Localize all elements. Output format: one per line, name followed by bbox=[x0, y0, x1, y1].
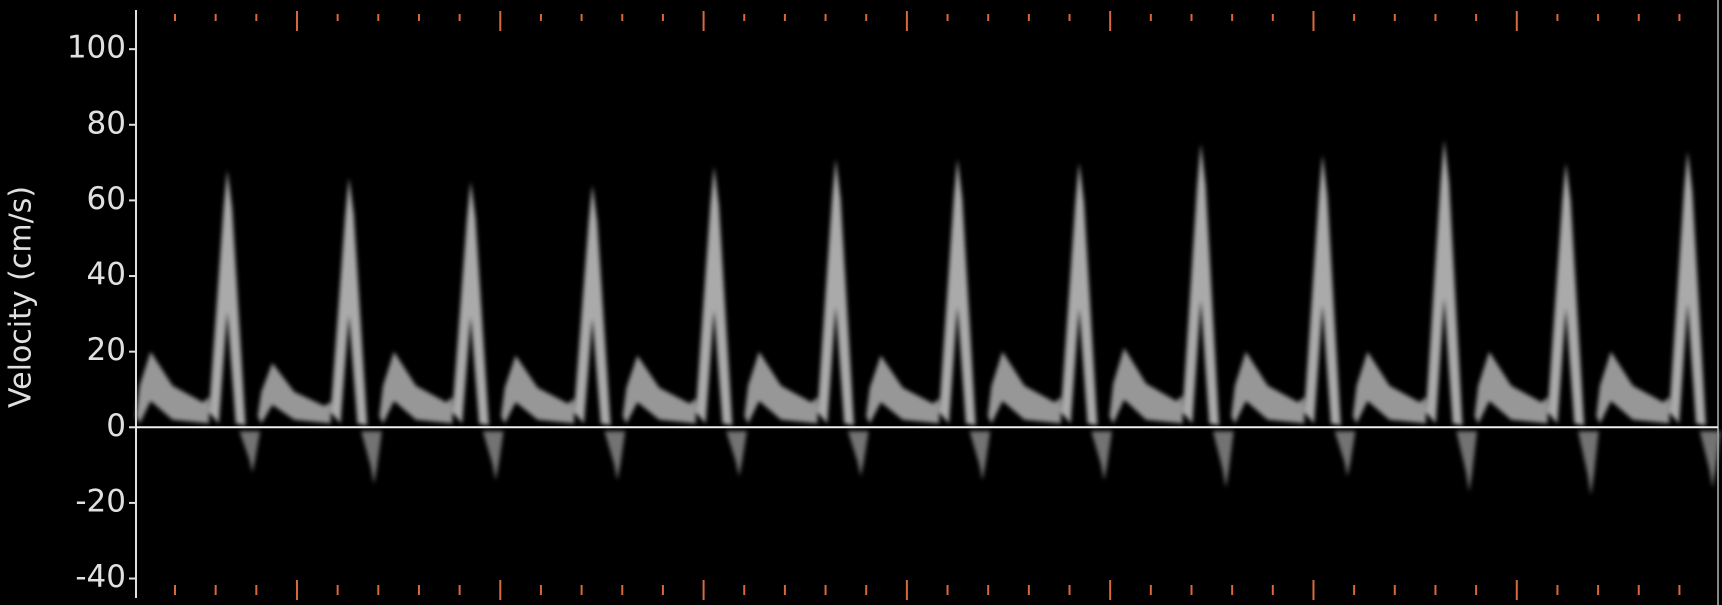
reverse-flow bbox=[1699, 431, 1721, 488]
systolic-peak bbox=[209, 170, 246, 426]
diastolic-flow bbox=[1474, 351, 1548, 424]
y-tick-label: 80 bbox=[87, 105, 126, 141]
reverse-flow bbox=[726, 431, 747, 477]
reverse-flow bbox=[1456, 431, 1478, 492]
reverse-flow bbox=[239, 431, 261, 473]
reverse-flow bbox=[1578, 431, 1599, 496]
systolic-peak bbox=[1669, 151, 1706, 426]
diastolic-flow bbox=[744, 351, 818, 424]
reverse-flow bbox=[1212, 431, 1234, 488]
systolic-peak bbox=[452, 181, 489, 426]
diastolic-flow bbox=[1352, 351, 1426, 424]
systolic-peak bbox=[330, 177, 368, 426]
y-tick-label: 20 bbox=[87, 332, 126, 368]
diastolic-flow bbox=[501, 355, 575, 424]
time-ticks bbox=[174, 11, 1681, 600]
y-tick-label: 60 bbox=[87, 181, 126, 217]
diastolic-flow bbox=[987, 351, 1061, 424]
diastolic-flow bbox=[1109, 347, 1183, 424]
diastolic-flow bbox=[1231, 351, 1305, 424]
systolic-peak bbox=[574, 185, 611, 426]
diastolic-flow bbox=[379, 351, 453, 424]
systolic-peak bbox=[1547, 162, 1585, 426]
y-tick-label: 0 bbox=[106, 408, 126, 444]
reverse-flow bbox=[482, 431, 504, 481]
diastolic-flow bbox=[622, 355, 696, 424]
systolic-peak bbox=[939, 158, 976, 426]
reverse-flow bbox=[969, 431, 991, 481]
systolic-peak bbox=[1182, 143, 1220, 426]
y-tick-label: 40 bbox=[87, 257, 126, 293]
systolic-peak bbox=[1304, 155, 1341, 426]
reverse-flow bbox=[361, 431, 382, 484]
reverse-flow bbox=[1334, 431, 1356, 477]
waveform bbox=[136, 139, 1721, 496]
diastolic-flow bbox=[1596, 351, 1670, 424]
systolic-peak bbox=[817, 158, 854, 426]
diastolic-flow bbox=[257, 363, 331, 424]
y-tick-label: -40 bbox=[75, 559, 126, 595]
systolic-peak bbox=[1425, 139, 1463, 426]
reverse-flow bbox=[847, 431, 869, 477]
systolic-peak bbox=[695, 166, 733, 426]
y-axis-label: Velocity (cm/s) bbox=[4, 186, 39, 408]
reverse-flow bbox=[1091, 431, 1112, 481]
diastolic-flow bbox=[136, 351, 210, 424]
systolic-peak bbox=[1060, 162, 1098, 426]
y-tick-label: -20 bbox=[75, 483, 126, 519]
diastolic-flow bbox=[866, 355, 940, 424]
y-tick-label: 100 bbox=[67, 30, 126, 66]
reverse-flow bbox=[604, 431, 626, 481]
